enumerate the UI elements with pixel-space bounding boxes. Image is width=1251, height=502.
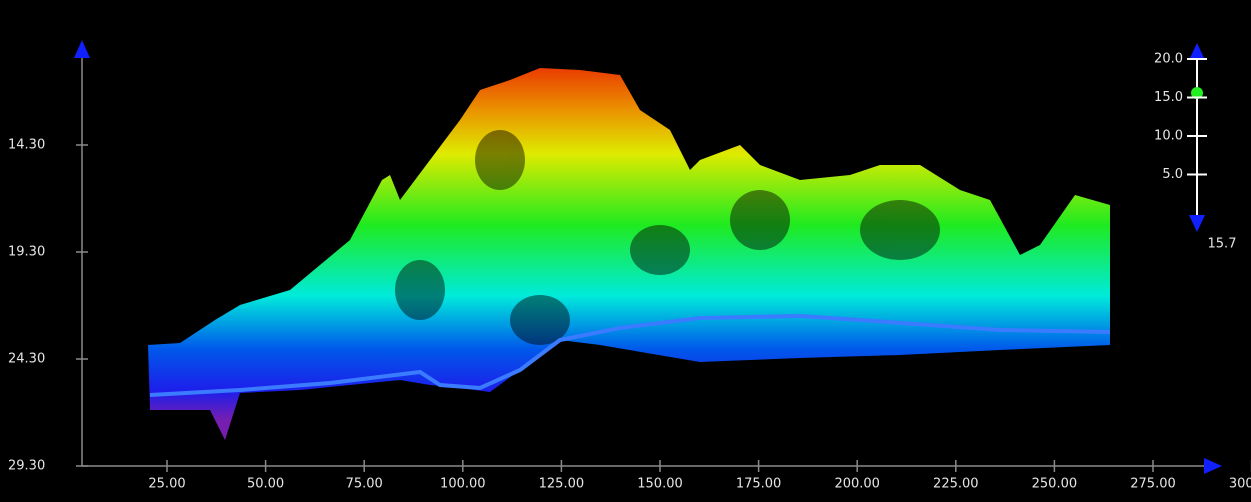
y-tick-label: 24.30 xyxy=(8,352,45,367)
x-tick-label: 200.00 xyxy=(834,477,880,492)
y-tick-label: 19.30 xyxy=(8,245,45,260)
x-tick-label: 25.00 xyxy=(148,477,185,492)
x-tick-label: 100.00 xyxy=(440,477,486,492)
y-tick-label: 29.30 xyxy=(8,459,45,474)
x-tick-label: 225.00 xyxy=(933,477,979,492)
x-tick-label: 175.00 xyxy=(736,477,782,492)
x-tick-label: 50.00 xyxy=(247,477,284,492)
slider-tick-label: 20.0 xyxy=(1154,52,1183,67)
y-tick-label: 14.30 xyxy=(8,138,45,153)
slider-tick-label: 15.0 xyxy=(1154,90,1183,105)
x-tick-label: 125.00 xyxy=(539,477,585,492)
slider-value: 15.7 xyxy=(1208,237,1237,252)
x-tick-label: 150.00 xyxy=(637,477,683,492)
slider-tick-label: 10.0 xyxy=(1154,129,1183,144)
profile-view: 15.7 14.30 19.30 24.30 29.30 25.00 50.00 75.00… xyxy=(0,0,1251,502)
x-tick-label: 75.00 xyxy=(346,477,383,492)
x-tick-label: 275.00 xyxy=(1130,477,1176,492)
x-tick-label: 250.00 xyxy=(1032,477,1078,492)
slider-tick-label: 5.0 xyxy=(1162,167,1183,182)
x-tick-label: 300.00 xyxy=(1229,477,1251,492)
